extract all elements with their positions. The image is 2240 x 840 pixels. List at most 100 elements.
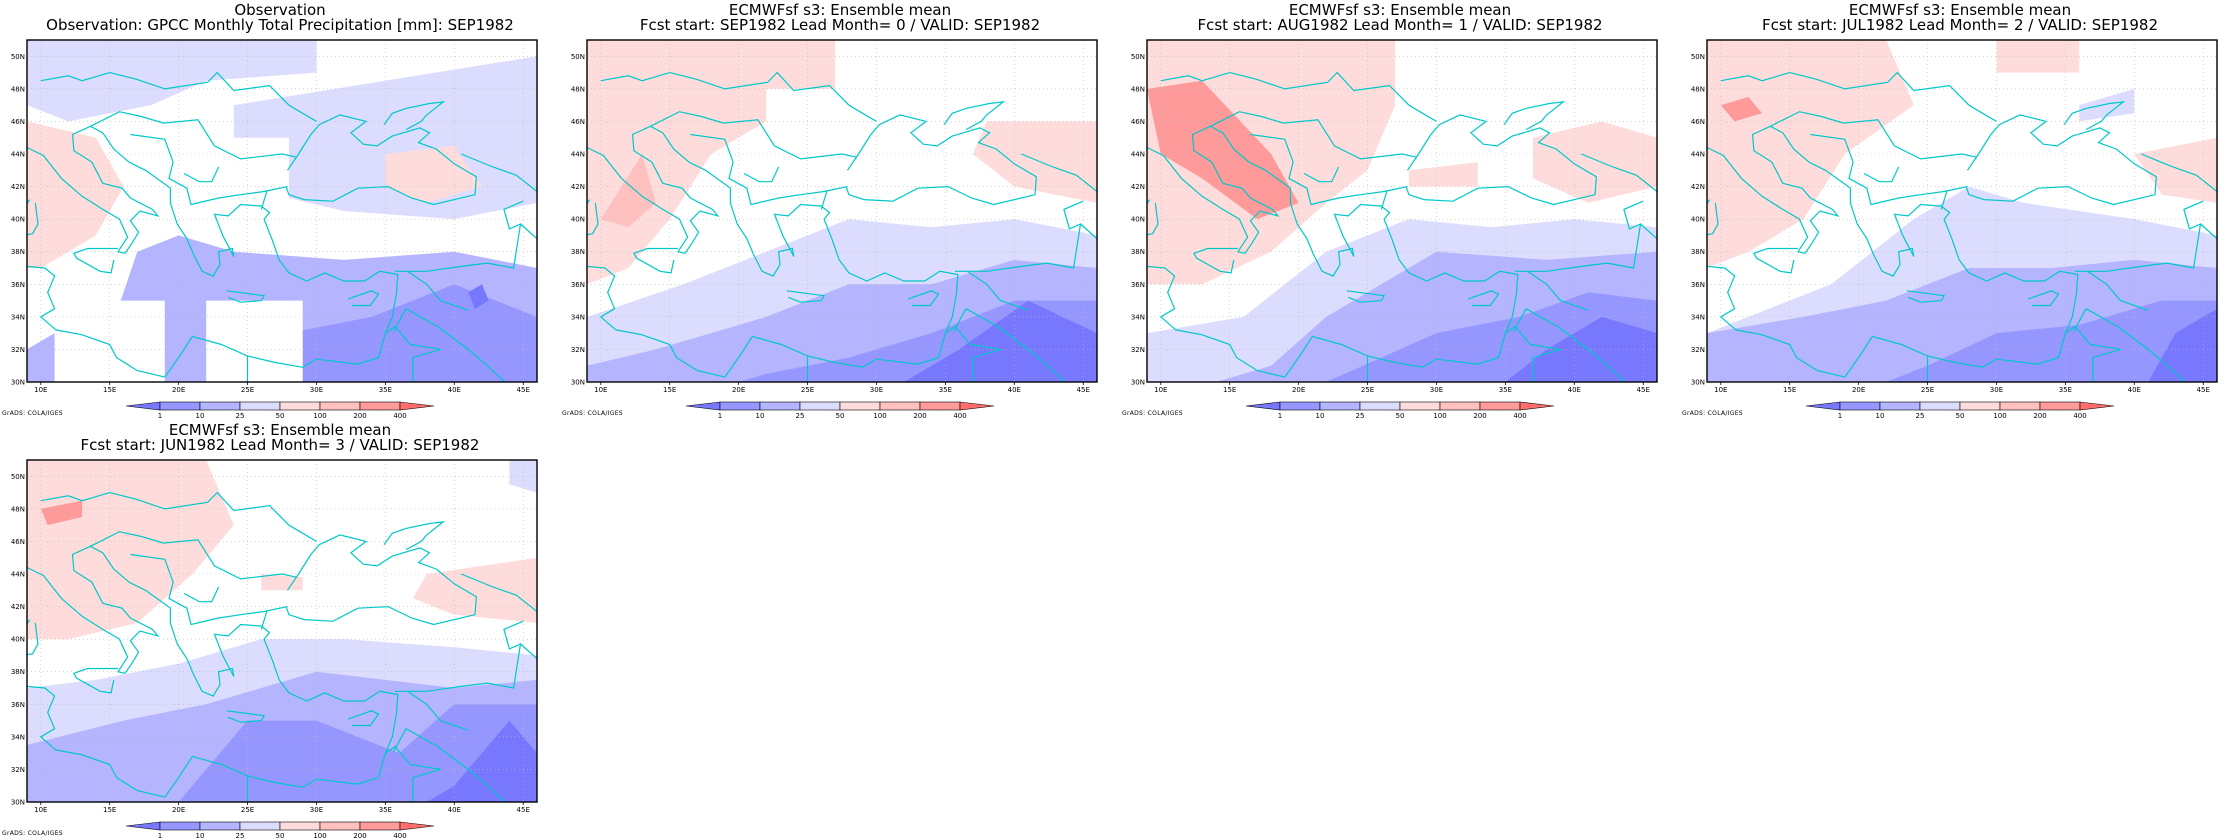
coastline xyxy=(2200,223,2217,240)
coastline xyxy=(650,111,858,160)
coastline xyxy=(587,265,725,378)
coastline xyxy=(2087,270,2149,311)
lat-tick-label: 34N xyxy=(1131,313,1145,321)
coastline xyxy=(27,619,39,656)
panel-subtitle: Observation: GPCC Monthly Total Precipit… xyxy=(46,16,514,34)
coastline xyxy=(285,534,478,626)
precip-shade-region xyxy=(2134,137,2217,203)
coastline xyxy=(164,218,399,378)
lon-tick-label: 35E xyxy=(379,386,392,394)
colorbar-level-label: 50 xyxy=(276,412,285,420)
colorbar-level-label: 10 xyxy=(756,412,765,420)
coastline xyxy=(1303,166,1340,183)
credit-text: GrADS: COLA/IGES xyxy=(1682,410,1743,417)
lat-tick-label: 46N xyxy=(571,118,585,126)
coastline xyxy=(90,545,271,697)
coastline xyxy=(786,290,826,303)
precip-shade-region xyxy=(1720,97,1763,122)
colorbar-segment xyxy=(839,401,881,411)
colorbar-level-label: 50 xyxy=(1396,412,1405,420)
colorbar-segment xyxy=(799,401,841,411)
lon-tick-label: 25E xyxy=(1361,386,1374,394)
panel-title: ECMWFsf s3: Ensemble mean xyxy=(168,421,392,439)
colorbar-segment xyxy=(1879,401,1921,411)
map-panel-observation: Observation Observation: GPCC Monthly To… xyxy=(0,0,560,420)
coastline xyxy=(260,191,268,210)
colorbar-level-label: 100 xyxy=(1993,412,2006,420)
lon-tick-label: 20E xyxy=(732,386,745,394)
coastline xyxy=(1707,199,1719,236)
colorbar-segment xyxy=(2039,401,2081,411)
coastline xyxy=(460,573,537,612)
lat-tick-label: 30N xyxy=(1131,379,1145,387)
lon-tick-label: 25E xyxy=(1921,386,1934,394)
coastline xyxy=(460,153,537,192)
shading-layer xyxy=(1147,40,1657,382)
colorbar-segment xyxy=(719,401,761,411)
lon-tick-label: 35E xyxy=(379,806,392,814)
colorbar-arrow-left xyxy=(1245,401,1281,411)
coastline xyxy=(1906,290,1946,303)
colorbar-level-label: 200 xyxy=(2033,412,2046,420)
lon-tick-label: 40E xyxy=(448,806,461,814)
lat-tick-label: 48N xyxy=(11,505,25,513)
lon-tick-label: 20E xyxy=(172,806,185,814)
lon-tick-label: 45E xyxy=(1077,386,1090,394)
lat-tick-label: 50N xyxy=(571,53,585,61)
coastline xyxy=(1770,125,1951,277)
coastline xyxy=(1844,218,2079,378)
coastline xyxy=(600,71,877,122)
precip-shade-region xyxy=(27,40,317,122)
coastline xyxy=(1080,223,1097,240)
lat-tick-label: 34N xyxy=(11,733,25,741)
lat-tick-label: 36N xyxy=(1131,281,1145,289)
colorbar-segment xyxy=(279,401,321,411)
coastline xyxy=(1770,111,1978,160)
colorbar-level-label: 50 xyxy=(276,832,285,840)
lat-tick-label: 50N xyxy=(11,53,25,61)
colorbar-arrow-right xyxy=(1519,401,1555,411)
coastline xyxy=(2028,290,2060,307)
coastline xyxy=(1580,153,1657,192)
lon-tick-label: 35E xyxy=(1499,386,1512,394)
map-frame xyxy=(26,39,538,383)
coastline xyxy=(1284,218,1519,378)
coastline xyxy=(1468,290,1500,307)
colorbar-segment xyxy=(1999,401,2041,411)
coastline xyxy=(383,101,446,131)
coastline xyxy=(1346,290,1386,303)
lon-tick-label: 15E xyxy=(1783,386,1796,394)
colorbar-level-label: 100 xyxy=(1433,412,1446,420)
lat-tick-label: 50N xyxy=(1131,53,1145,61)
lat-tick-label: 32N xyxy=(11,766,25,774)
lon-tick-label: 10E xyxy=(1154,386,1167,394)
credit-text: GrADS: COLA/IGES xyxy=(1122,410,1183,417)
lon-tick-label: 45E xyxy=(517,806,530,814)
coastline xyxy=(967,270,1029,311)
shading-layer xyxy=(27,460,537,802)
coastline xyxy=(1250,133,1408,206)
lon-tick-label: 10E xyxy=(34,806,47,814)
colorbar-segment xyxy=(359,821,401,831)
precip-shade-region xyxy=(1707,40,1914,268)
coastline xyxy=(587,125,720,254)
colorbar-arrow-right xyxy=(2079,401,2115,411)
lon-tick-label: 45E xyxy=(2197,386,2210,394)
colorbar-level-label: 1 xyxy=(1838,412,1842,420)
lon-tick-label: 20E xyxy=(1852,386,1865,394)
coastline xyxy=(2075,200,2204,272)
coastline xyxy=(1810,133,1968,206)
lat-tick-label: 44N xyxy=(1131,151,1145,159)
coastline xyxy=(27,265,165,378)
lon-tick-label: 20E xyxy=(172,386,185,394)
colorbar-arrow-left xyxy=(125,401,161,411)
coastline xyxy=(2073,307,2186,382)
lat-tick-label: 42N xyxy=(571,183,585,191)
lat-tick-label: 32N xyxy=(571,346,585,354)
colorbar-level-label: 25 xyxy=(796,412,805,420)
coastline xyxy=(1147,265,1285,378)
coastline xyxy=(2216,145,2217,147)
precipitation-map: 10E 15E 20E 25E 30E 35E 40E 45E 30N 32N 34N 36N 38N 4… xyxy=(1131,39,1658,420)
colorbar-segment xyxy=(1399,401,1441,411)
coastline xyxy=(1707,125,1840,254)
